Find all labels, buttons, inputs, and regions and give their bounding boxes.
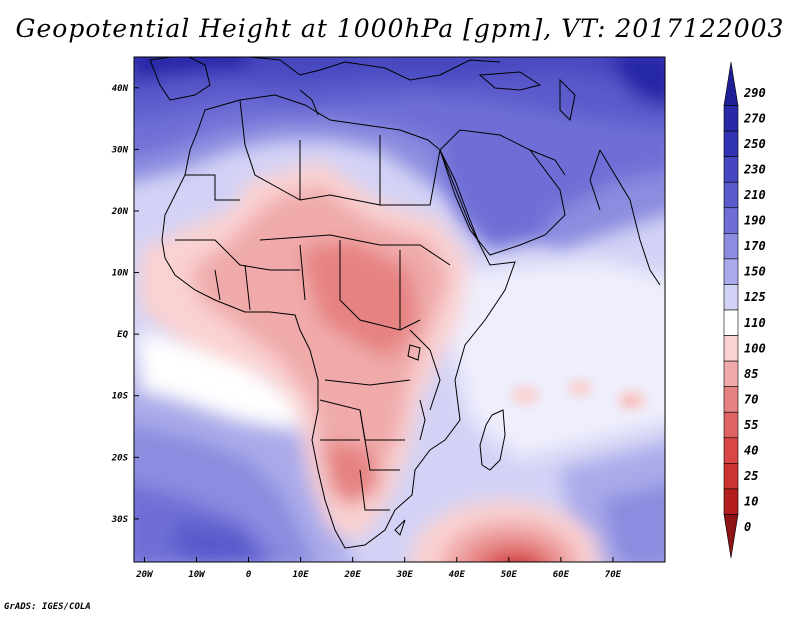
colorbar-swatch xyxy=(723,284,739,311)
colorbar-swatch xyxy=(723,335,739,362)
map-title: Geopotential Height at 1000hPa [gpm], VT… xyxy=(15,14,785,43)
colorbar-boxes xyxy=(723,61,739,559)
colorbar-level-label: 170 xyxy=(744,239,766,253)
colorbar-swatch xyxy=(723,130,739,157)
lat-tick-label: 20N xyxy=(111,207,129,217)
colorbar-level-label: 250 xyxy=(743,137,766,151)
lat-tick-label: 10S xyxy=(112,392,129,402)
colorbar-swatch xyxy=(723,411,739,439)
colorbar-swatch xyxy=(723,207,739,234)
colorbar-level-label: 85 xyxy=(744,367,758,381)
colorbar-swatch xyxy=(723,309,739,336)
colorbar-level-label: 40 xyxy=(744,444,758,458)
lat-tick-label: 10N xyxy=(112,269,129,279)
lon-tick-label: 70E xyxy=(605,570,622,580)
lon-tick-label: 20W xyxy=(135,570,154,580)
height-field xyxy=(134,57,665,562)
lat-tick-label: 30S xyxy=(111,515,129,525)
lon-tick-label: 0 xyxy=(246,570,252,580)
colorbar-level-label: 125 xyxy=(744,290,766,304)
lat-tick-label: EQ xyxy=(117,330,128,340)
longitude-ticks: 20W 10W 0 10E 20E 30E 40E 50E 60E 70E xyxy=(135,557,622,580)
colorbar-labels: 2902702502302101901701501251101008570554… xyxy=(743,86,766,534)
lon-tick-label: 40E xyxy=(449,570,466,580)
colorbar-swatch xyxy=(723,514,739,559)
colorbar-level-label: 25 xyxy=(743,469,758,483)
colorbar-level-label: 0 xyxy=(744,520,751,534)
lat-tick-label: 20S xyxy=(111,453,129,463)
lon-tick-label: 50E xyxy=(501,570,518,580)
colorbar-level-label: 70 xyxy=(744,392,758,406)
colorbar-swatch xyxy=(723,360,739,387)
lon-tick-label: 30E xyxy=(396,570,414,580)
colorbar-level-label: 110 xyxy=(744,316,766,330)
colorbar-swatch xyxy=(723,488,739,515)
colorbar-level-label: 230 xyxy=(743,162,766,176)
coastlines xyxy=(149,57,661,549)
lat-tick-label: 40N xyxy=(112,84,129,94)
colorbar-level-label: 55 xyxy=(744,418,758,432)
colorbar-level-label: 150 xyxy=(744,265,766,279)
lon-tick-label: 10W xyxy=(188,570,206,580)
colorbar-swatch xyxy=(723,258,739,285)
colorbar-level-label: 290 xyxy=(743,86,766,100)
lat-tick-label: 30N xyxy=(111,145,129,155)
colorbar-level-label: 100 xyxy=(744,341,766,355)
colorbar-swatch xyxy=(723,437,739,464)
colorbar-swatch xyxy=(723,105,739,132)
colorbar-swatch xyxy=(723,181,739,209)
colorbar-swatch xyxy=(723,386,739,413)
colorbar-level-label: 10 xyxy=(744,495,758,509)
colorbar-swatch xyxy=(723,463,739,490)
lon-tick-label: 60E xyxy=(553,570,570,580)
lon-tick-label: 10E xyxy=(292,570,309,580)
colorbar-swatch xyxy=(723,61,739,106)
lon-tick-label: 20E xyxy=(344,570,362,580)
colorbar-swatch xyxy=(723,233,739,260)
colorbar-swatch xyxy=(723,156,739,183)
credit-text: GrADS: IGES/COLA xyxy=(4,602,91,612)
latitude-ticks: 40N 30N 20N 10N EQ 10S 20S 30S xyxy=(111,84,139,525)
colorbar-level-label: 190 xyxy=(744,214,766,228)
colorbar-level-label: 210 xyxy=(743,188,766,202)
plot-frame xyxy=(133,56,666,563)
colorbar-level-label: 270 xyxy=(743,111,766,125)
